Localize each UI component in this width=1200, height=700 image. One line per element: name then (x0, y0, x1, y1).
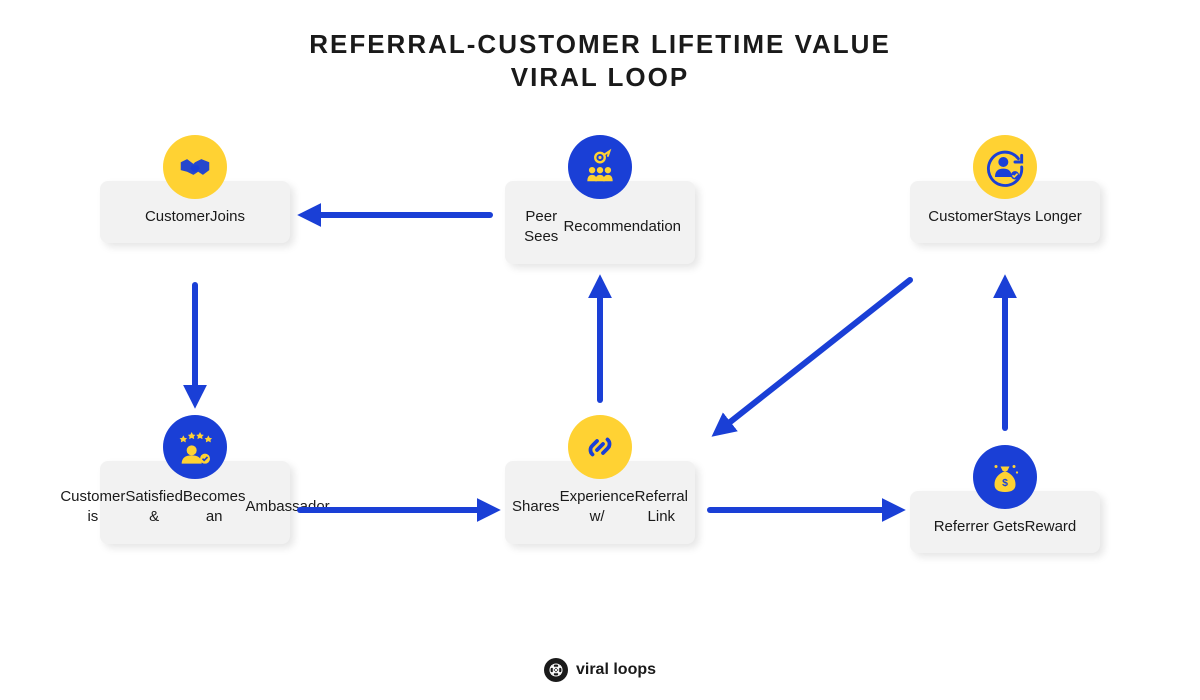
stars-user-icon (163, 415, 227, 479)
arrow-layer (0, 0, 1200, 700)
handshake-icon (163, 135, 227, 199)
arrow-stays-to-shares (720, 280, 910, 430)
user-refresh-icon (973, 135, 1037, 199)
money-bag-icon: $ (973, 445, 1037, 509)
svg-text:$: $ (1002, 477, 1008, 489)
team-target-icon (568, 135, 632, 199)
link-icon (568, 415, 632, 479)
